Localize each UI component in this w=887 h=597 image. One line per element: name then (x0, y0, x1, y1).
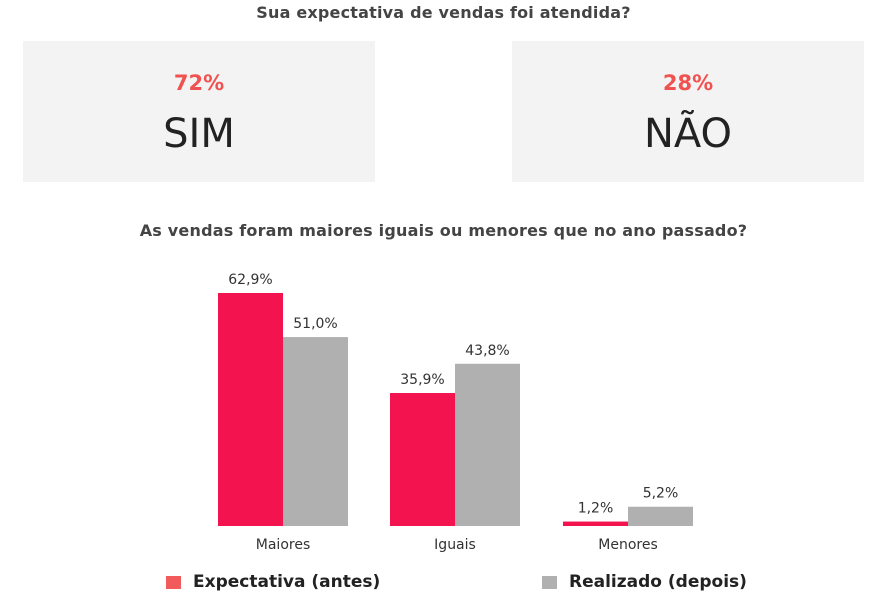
legend-swatch-expectativa (166, 575, 181, 589)
bar-maiores-realizado (283, 337, 348, 526)
stat-label-sim: SIM (163, 111, 235, 157)
tick-label-iguais: Iguais (434, 537, 476, 553)
question2-title: As vendas foram maiores iguais ou menore… (139, 221, 748, 240)
value-label-iguais-expectativa: 35,9% (400, 372, 444, 388)
value-label-maiores-expectativa: 62,9% (228, 272, 272, 288)
question1-title: Sua expectativa de vendas foi atendida? (256, 3, 631, 22)
legend-label-expectativa: Expectativa (antes) (193, 572, 381, 592)
value-label-maiores-realizado: 51,0% (293, 316, 337, 332)
value-label-iguais-realizado: 43,8% (465, 343, 509, 359)
legend-item-expectativa: Expectativa (antes) (166, 571, 380, 593)
stat-card-nao: 28% NÃO (512, 41, 864, 182)
stat-card-sim: 72% SIM (23, 41, 375, 182)
bar-iguais-expectativa (390, 393, 455, 526)
tick-label-menores: Menores (598, 537, 658, 553)
stat-label-nao: NÃO (643, 111, 733, 157)
legend-swatch-realizado (542, 575, 557, 589)
bar-iguais-realizado (455, 363, 520, 526)
value-label-menores-expectativa: 1,2% (578, 501, 614, 517)
stat-percent-sim: 72% (173, 71, 225, 95)
bar-maiores-expectativa (218, 293, 283, 526)
stat-percent-nao: 28% (662, 71, 714, 95)
bar-menores-realizado (628, 506, 693, 526)
legend-item-realizado: Realizado (depois) (542, 571, 747, 593)
legend-label-realizado: Realizado (depois) (569, 572, 747, 592)
tick-label-maiores: Maiores (256, 537, 310, 553)
value-label-menores-realizado: 5,2% (643, 486, 679, 502)
bar-menores-expectativa (563, 521, 628, 526)
